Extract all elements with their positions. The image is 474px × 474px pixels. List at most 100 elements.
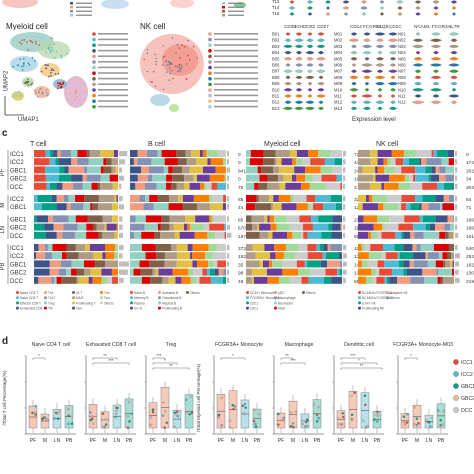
composition-segment: [34, 244, 39, 251]
count-bar: [455, 216, 458, 222]
expression-row-label: M01: [334, 32, 343, 37]
composition-segment: [98, 195, 115, 202]
umap-point: [176, 44, 178, 46]
composition-segment: [368, 195, 373, 202]
composition-segment: [386, 276, 390, 284]
composition-segment: [51, 252, 63, 260]
composition-segment: [56, 182, 63, 190]
significance-star: ***: [350, 353, 355, 358]
composition-segment: [71, 268, 77, 276]
composition-segment: [406, 203, 411, 211]
umap-point: [47, 64, 49, 67]
legend-text-line: [98, 66, 128, 69]
composition-segment: [252, 223, 258, 231]
composition-segment: [435, 166, 440, 174]
composition-segment: [211, 182, 218, 190]
composition-segment: [442, 252, 448, 260]
umap-point: [179, 70, 182, 73]
boxplot-ylabel: /Total T cell Percentage(%): [2, 370, 7, 425]
composition-segment: [452, 268, 454, 276]
violin-shape: [430, 75, 442, 79]
legend-label: Trm: [104, 291, 110, 295]
expression-row-label: B13: [272, 106, 280, 111]
composition-segment: [445, 231, 449, 239]
umap-point: [45, 91, 48, 94]
umap-point: [51, 49, 54, 52]
violin-shape: [295, 32, 303, 36]
composition-segment: [50, 150, 54, 157]
composition-segment: [289, 223, 304, 231]
boxplot-point: [317, 405, 320, 409]
umap-point: [187, 54, 189, 57]
legend-label: Adaptive NK: [390, 291, 409, 295]
umap-point: [150, 81, 152, 83]
expression-row-label: B12: [272, 100, 280, 105]
composition-segment: [66, 268, 72, 276]
composition-segment: [279, 166, 295, 174]
umap-point: [11, 96, 13, 98]
composition-segment: [362, 166, 376, 174]
composition-segment: [382, 223, 385, 231]
composition-segment: [332, 215, 342, 223]
composition-segment: [192, 252, 206, 260]
composition-segment: [210, 203, 223, 211]
legend-label: Activated B: [162, 291, 178, 295]
composition-segment: [193, 195, 210, 202]
boxplot-category: LN: [174, 438, 181, 444]
umap-point: [14, 95, 17, 97]
composition-segment: [361, 260, 368, 268]
composition-segment: [45, 231, 57, 239]
composition-segment: [269, 215, 275, 223]
composition-segment: [78, 276, 89, 284]
umap-point: [35, 42, 37, 45]
legend-text-line: [76, 10, 92, 12]
composition-segment: [209, 174, 225, 182]
boxplot-point: [405, 421, 409, 424]
count-bar: [227, 232, 232, 238]
count-bar: [227, 277, 230, 283]
boxplot-point: [220, 424, 223, 427]
composition-segment: [377, 260, 385, 268]
composition-segment: [169, 195, 179, 202]
composition-segment: [144, 223, 158, 231]
composition-segment: [404, 150, 416, 157]
legend-label: MAIT: [76, 296, 84, 300]
legend-swatch: [92, 82, 96, 87]
umap-point: [27, 62, 30, 65]
violin-shape: [377, 94, 383, 98]
umap-point: [166, 64, 169, 66]
composition-segment: [435, 260, 444, 268]
umap-point: [74, 90, 77, 92]
legend-swatch: [222, 2, 225, 5]
violin-shape: [377, 88, 383, 92]
composition-segment: [111, 268, 118, 276]
composition-segment: [294, 252, 308, 260]
violin-shape: [411, 100, 425, 104]
composition-segment: [152, 174, 167, 182]
umap-point: [162, 45, 164, 47]
composition-segment: [75, 195, 85, 202]
composition-segment: [358, 223, 374, 231]
count-bar: [227, 216, 230, 222]
composition-segment: [135, 182, 145, 190]
boxplot-point: [375, 413, 378, 416]
sample-label: ICC2: [10, 160, 24, 166]
composition-segment: [246, 195, 257, 202]
umap-point: [27, 81, 29, 83]
gene-header: CR2: [306, 24, 316, 29]
composition-segment: [246, 215, 252, 223]
violin-shape: [283, 69, 293, 73]
composition-segment: [375, 166, 378, 174]
umap-point: [27, 84, 30, 86]
count-label: 98: [238, 271, 244, 277]
composition-segment: [143, 203, 154, 211]
legend-swatch: [208, 43, 212, 47]
umap-point: [152, 71, 155, 73]
composition-segment: [273, 166, 280, 174]
umap-cluster: [38, 41, 70, 59]
violin-shape: [374, 75, 386, 79]
umap-cluster-blob: [101, 0, 129, 9]
composition-segment: [394, 166, 402, 174]
umap-point: [50, 74, 52, 77]
